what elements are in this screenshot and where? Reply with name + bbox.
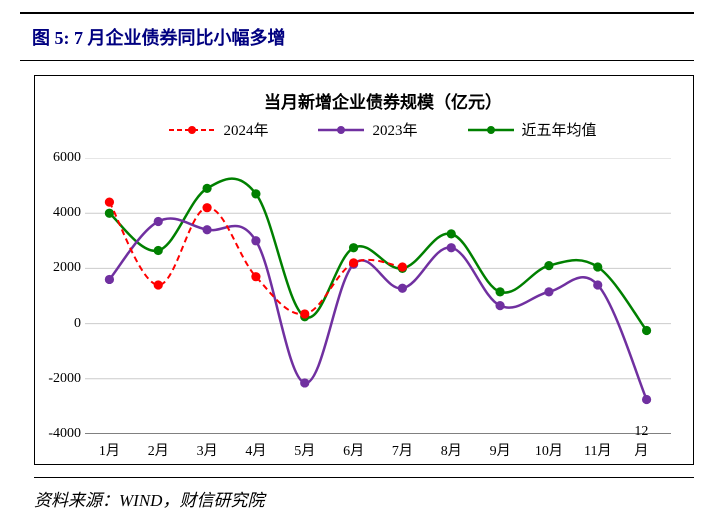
legend-label-2023: 2023年 (372, 119, 417, 140)
legend: 2024年 2023年 近五年均值 (85, 119, 681, 140)
y-tick-label: 4000 (41, 205, 81, 221)
x-tick-label: 5月 (294, 440, 315, 460)
x-tick-label: 2月 (148, 440, 169, 460)
legend-label-avg: 近五年均值 (522, 119, 597, 140)
legend-item-avg: 近五年均值 (468, 119, 597, 140)
chart-subtitle: 当月新增企业债券规模（亿元） (85, 88, 681, 113)
y-tick-label: -4000 (41, 426, 81, 442)
x-tick-label: 3月 (197, 440, 218, 460)
y-tick-label: 6000 (41, 150, 81, 166)
legend-item-2023: 2023年 (318, 119, 417, 140)
legend-swatch-2023 (318, 123, 364, 137)
x-tick-label: 4月 (245, 440, 266, 460)
figure-title: 图 5: 7 月企业债券同比小幅多增 (32, 24, 694, 50)
chart-container: 当月新增企业债券规模（亿元） 2024年 2023年 (34, 75, 694, 465)
y-tick-label: -2000 (41, 371, 81, 387)
chart-inner: 当月新增企业债券规模（亿元） 2024年 2023年 (85, 88, 681, 434)
legend-swatch-2024 (169, 123, 215, 137)
x-tick-label: 7月 (392, 440, 413, 460)
x-tick-label: 12月 (634, 424, 658, 460)
source-line: 资料来源：WIND，财信研究院 (34, 477, 694, 511)
x-tick-label: 6月 (343, 440, 364, 460)
legend-swatch-avg (468, 123, 514, 137)
plot-svg (85, 158, 671, 434)
legend-item-2024: 2024年 (169, 119, 268, 140)
y-tick-label: 0 (41, 316, 81, 332)
x-tick-label: 11月 (584, 440, 611, 460)
legend-label-2024: 2024年 (223, 119, 268, 140)
y-tick-label: 2000 (41, 260, 81, 276)
x-tick-label: 9月 (490, 440, 511, 460)
x-tick-label: 10月 (535, 440, 563, 460)
x-tick-label: 1月 (99, 440, 120, 460)
x-tick-label: 8月 (441, 440, 462, 460)
plot-area: -4000-200002000400060001月2月3月4月5月6月7月8月9… (85, 158, 671, 434)
figure-header: 图 5: 7 月企业债券同比小幅多增 (20, 12, 694, 61)
